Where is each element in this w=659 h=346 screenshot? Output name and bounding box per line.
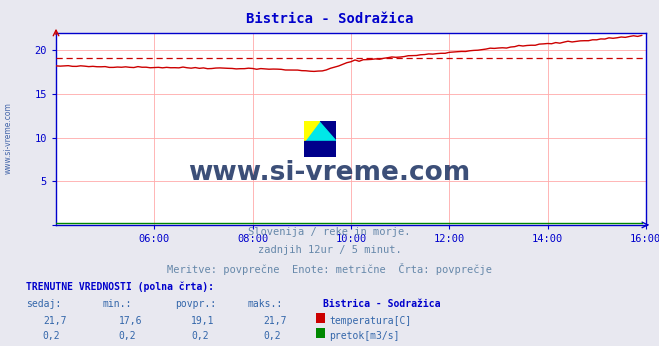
Text: min.:: min.: — [102, 299, 132, 309]
Text: povpr.:: povpr.: — [175, 299, 215, 309]
Text: pretok[m3/s]: pretok[m3/s] — [330, 331, 400, 342]
Text: 0,2: 0,2 — [264, 331, 281, 342]
Text: 0,2: 0,2 — [119, 331, 136, 342]
Text: Bistrica - Sodražica: Bistrica - Sodražica — [323, 299, 440, 309]
Text: TRENUTNE VREDNOSTI (polna črta):: TRENUTNE VREDNOSTI (polna črta): — [26, 282, 214, 292]
Polygon shape — [304, 121, 336, 157]
Text: sedaj:: sedaj: — [26, 299, 61, 309]
Text: 19,1: 19,1 — [191, 316, 215, 326]
Text: 21,7: 21,7 — [264, 316, 287, 326]
Text: Bistrica - Sodražica: Bistrica - Sodražica — [246, 12, 413, 26]
Text: 21,7: 21,7 — [43, 316, 67, 326]
Text: zadnjih 12ur / 5 minut.: zadnjih 12ur / 5 minut. — [258, 245, 401, 255]
Text: 17,6: 17,6 — [119, 316, 142, 326]
Text: maks.:: maks.: — [247, 299, 282, 309]
Text: www.si-vreme.com: www.si-vreme.com — [188, 160, 471, 186]
Polygon shape — [304, 141, 336, 157]
Polygon shape — [304, 121, 319, 141]
Text: Slovenija / reke in morje.: Slovenija / reke in morje. — [248, 227, 411, 237]
Text: 0,2: 0,2 — [191, 331, 209, 342]
Text: Meritve: povprečne  Enote: metrične  Črta: povprečje: Meritve: povprečne Enote: metrične Črta:… — [167, 263, 492, 275]
Text: www.si-vreme.com: www.si-vreme.com — [4, 102, 13, 174]
Text: 0,2: 0,2 — [43, 331, 61, 342]
Text: temperatura[C]: temperatura[C] — [330, 316, 412, 326]
